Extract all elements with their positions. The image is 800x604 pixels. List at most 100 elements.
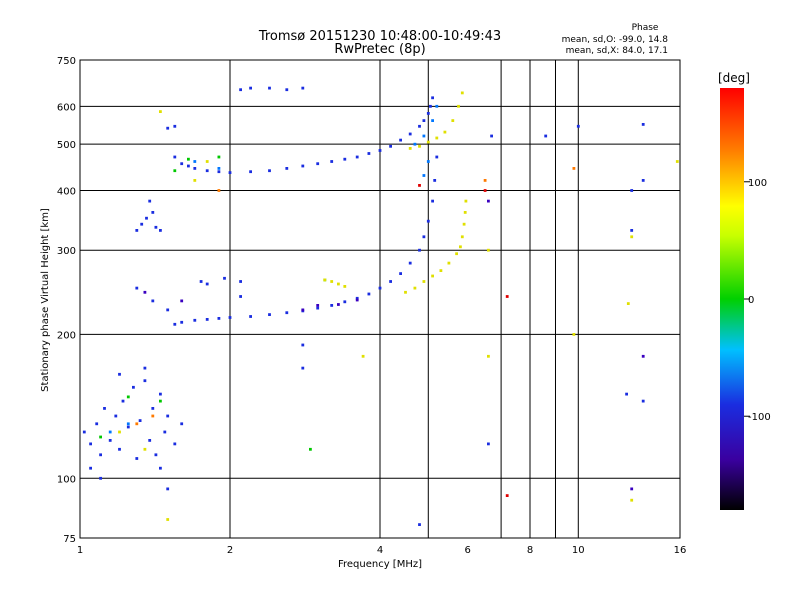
data-point bbox=[426, 219, 430, 223]
data-point bbox=[268, 86, 271, 90]
y-tick-label: 750 bbox=[57, 56, 76, 67]
data-point bbox=[268, 169, 271, 173]
data-point bbox=[173, 322, 177, 326]
data-point bbox=[337, 282, 340, 286]
data-point bbox=[343, 300, 347, 304]
data-point bbox=[367, 152, 371, 155]
data-point bbox=[151, 299, 155, 303]
data-point bbox=[135, 457, 139, 460]
data-point bbox=[173, 124, 177, 128]
data-point bbox=[217, 155, 221, 159]
data-point bbox=[544, 134, 548, 138]
data-point bbox=[316, 304, 320, 307]
data-point bbox=[143, 366, 147, 370]
data-point bbox=[457, 104, 460, 108]
data-point bbox=[166, 308, 170, 312]
data-point bbox=[126, 425, 130, 429]
data-point bbox=[285, 167, 289, 170]
data-point bbox=[108, 430, 112, 434]
data-point bbox=[173, 442, 177, 446]
data-point bbox=[462, 222, 466, 226]
data-point bbox=[389, 280, 392, 283]
data-point bbox=[151, 407, 155, 410]
data-point bbox=[431, 199, 434, 203]
data-point bbox=[301, 164, 305, 168]
data-point bbox=[464, 199, 468, 203]
data-point bbox=[193, 318, 197, 322]
data-point bbox=[223, 276, 226, 280]
plot-frame bbox=[79, 59, 681, 539]
data-point bbox=[108, 439, 112, 442]
data-point bbox=[505, 295, 509, 298]
data-point bbox=[426, 160, 430, 163]
y-tick-label: 75 bbox=[63, 534, 76, 545]
data-point bbox=[249, 315, 252, 318]
data-point bbox=[148, 199, 152, 203]
data-point bbox=[187, 164, 190, 168]
colorbar-tick-label: 0 bbox=[748, 295, 754, 306]
data-point bbox=[228, 171, 232, 174]
data-point bbox=[630, 189, 634, 192]
x-axis-ticks: 1 2 4 6 8 10 16 bbox=[77, 545, 687, 556]
x-tick-label: 10 bbox=[572, 545, 585, 556]
data-point bbox=[408, 132, 412, 136]
data-point bbox=[641, 179, 645, 182]
data-point bbox=[205, 169, 209, 173]
data-point bbox=[205, 282, 209, 286]
data-point bbox=[159, 399, 162, 403]
data-point bbox=[166, 126, 170, 130]
x-tick-label: 2 bbox=[227, 545, 233, 556]
data-point bbox=[483, 189, 487, 192]
data-point bbox=[99, 476, 102, 480]
data-point bbox=[193, 160, 197, 163]
data-point bbox=[118, 372, 121, 376]
data-point bbox=[180, 422, 184, 426]
data-point bbox=[330, 304, 334, 307]
data-point bbox=[641, 399, 645, 403]
data-point bbox=[143, 379, 147, 383]
data-point bbox=[408, 261, 412, 265]
data-point bbox=[487, 199, 490, 203]
data-point bbox=[422, 280, 426, 283]
y-axis-ticks: 75 100 200 300 400 500 600 750 bbox=[57, 56, 76, 545]
x-tick-label: 1 bbox=[77, 545, 83, 556]
data-point bbox=[193, 179, 197, 182]
data-point bbox=[330, 280, 334, 283]
data-point bbox=[576, 124, 580, 128]
data-point bbox=[413, 286, 417, 290]
data-point bbox=[126, 422, 130, 426]
colorbar-tick-label: -100 bbox=[748, 412, 771, 423]
data-point bbox=[426, 112, 430, 115]
data-point bbox=[82, 430, 86, 434]
data-point bbox=[447, 261, 451, 265]
data-point bbox=[148, 439, 152, 442]
data-point bbox=[443, 130, 447, 134]
phase-o-stats: mean, sd,O: -99.0, 14.8 bbox=[562, 35, 669, 45]
data-point bbox=[389, 144, 392, 148]
data-point bbox=[625, 392, 628, 396]
x-axis-label: Frequency [MHz] bbox=[338, 559, 422, 570]
data-point bbox=[422, 119, 426, 122]
data-point bbox=[159, 110, 162, 113]
data-point bbox=[135, 286, 139, 290]
y-tick-label: 200 bbox=[57, 330, 76, 341]
data-point bbox=[330, 160, 334, 163]
data-point bbox=[126, 395, 130, 399]
data-point bbox=[228, 316, 232, 319]
data-point bbox=[422, 174, 426, 177]
colorbar-gradient bbox=[720, 88, 744, 510]
chart-subtitle: RwPretec (8p) bbox=[334, 42, 425, 57]
data-point bbox=[490, 134, 493, 138]
data-point bbox=[487, 442, 490, 446]
data-point bbox=[180, 320, 184, 324]
data-point bbox=[89, 466, 92, 470]
data-point bbox=[435, 136, 439, 140]
data-point bbox=[675, 160, 679, 163]
data-point bbox=[630, 229, 634, 232]
data-point bbox=[487, 354, 490, 358]
grid-lines bbox=[80, 60, 680, 538]
data-point bbox=[154, 453, 158, 457]
data-point bbox=[89, 442, 92, 446]
data-point bbox=[180, 299, 184, 303]
